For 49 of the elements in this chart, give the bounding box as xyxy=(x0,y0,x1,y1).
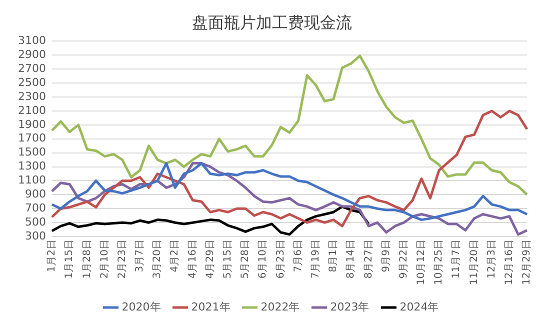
y-tick-label: 500 xyxy=(24,215,46,228)
y-tick-label: 2100 xyxy=(18,104,46,117)
chart-title: 盘面瓶片加工费现金流 xyxy=(192,12,352,32)
x-tick-label: 10月12日 xyxy=(416,240,428,286)
x-tick-label: 12月16日 xyxy=(504,240,515,286)
x-tick-label: 9月22日 xyxy=(398,240,410,279)
y-tick-label: 3100 xyxy=(18,34,46,48)
x-tick-label: 1月2日 xyxy=(46,240,58,272)
x-tick-label: 3月20日 xyxy=(152,240,164,279)
x-tick-label: 8月14日 xyxy=(346,240,357,279)
legend-label: 2024年 xyxy=(400,300,439,314)
x-tick-label: 9月9日 xyxy=(380,240,392,272)
y-tick-label: 2300 xyxy=(18,90,46,103)
x-tick-label: 6月10日 xyxy=(258,240,269,279)
x-tick-label: 7月19日 xyxy=(310,240,322,279)
legend-label: 2020年 xyxy=(122,300,161,314)
y-tick-label: 1500 xyxy=(18,146,46,159)
x-tick-label: 3月7日 xyxy=(134,240,146,272)
x-tick-label: 5月28日 xyxy=(240,240,252,279)
legend-label: 2021年 xyxy=(191,300,230,314)
x-tick-label: 11月7日 xyxy=(451,240,462,279)
x-tick-label: 6月23日 xyxy=(275,240,286,279)
x-tick-label: 4月16日 xyxy=(187,240,198,279)
x-tick-label: 8月1日 xyxy=(328,240,340,272)
y-tick-label: 2700 xyxy=(18,62,46,75)
x-tick-label: 8月27日 xyxy=(363,240,374,279)
x-tick-label: 2月10日 xyxy=(99,240,110,279)
x-tick-label: 2月23日 xyxy=(116,240,128,279)
y-tick-label: 1900 xyxy=(18,118,46,131)
x-tick-label: 12月3日 xyxy=(486,240,498,279)
x-tick-label: 5月15日 xyxy=(222,240,234,279)
x-tick-label: 7月6日 xyxy=(292,240,304,272)
x-tick-label: 12月29日 xyxy=(522,240,533,286)
y-tick-label: 700 xyxy=(24,202,46,215)
y-tick-label: 300 xyxy=(24,229,46,242)
y-tick-label: 2900 xyxy=(18,48,46,62)
legend-label: 2022年 xyxy=(260,300,300,314)
y-tick-label: 2500 xyxy=(18,76,46,89)
y-tick-label: 900 xyxy=(24,188,46,201)
x-tick-label: 1月28日 xyxy=(82,240,93,279)
y-tick-label: 1300 xyxy=(18,160,46,173)
y-tick-label: 1700 xyxy=(18,132,46,145)
legend-label: 2023年 xyxy=(330,300,370,314)
x-tick-label: 1月15日 xyxy=(64,240,76,279)
x-tick-label: 4月2日 xyxy=(170,240,181,272)
x-tick-label: 10月25日 xyxy=(434,240,445,286)
y-tick-label: 1100 xyxy=(18,174,46,187)
x-tick-label: 4月29日 xyxy=(204,240,216,279)
x-tick-label: 11月20日 xyxy=(468,240,480,286)
